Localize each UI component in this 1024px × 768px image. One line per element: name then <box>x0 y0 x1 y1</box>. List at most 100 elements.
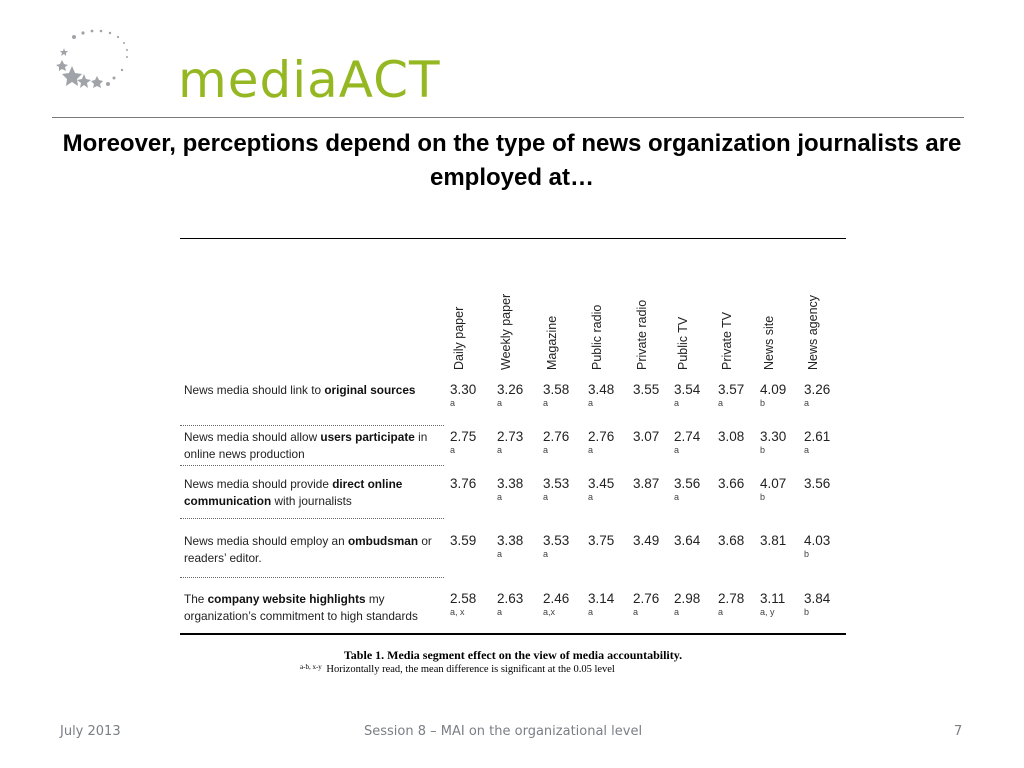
row-separator <box>180 425 444 426</box>
row-label: The company website highlights my organi… <box>184 591 444 625</box>
cell-mean-value: 2.58 <box>450 591 477 606</box>
table-cell: 3.14 a <box>588 591 632 617</box>
column-header: News agency <box>806 238 850 370</box>
row-label-emphasis: users participate <box>320 430 415 444</box>
column-header: Public TV <box>676 238 720 370</box>
cell-mean-value: 3.11 <box>760 591 786 606</box>
table-note: a-b, x-y Horizontally read, the mean dif… <box>300 663 615 675</box>
cell-significance-marker: a <box>450 398 456 408</box>
cell-significance-marker: a <box>588 492 594 502</box>
cell-mean-value: 3.38 <box>497 533 524 548</box>
table-cell: 3.08 <box>718 429 762 445</box>
cell-mean-value: 2.61 <box>804 429 831 444</box>
cell-mean-value: 3.07 <box>633 429 660 444</box>
table-cell: 2.98 a <box>674 591 718 617</box>
cell-mean-value: 3.58 <box>543 382 570 397</box>
cell-mean-value: 3.81 <box>760 533 787 548</box>
table-cell: 3.30 b <box>760 429 804 455</box>
cell-significance-marker: a <box>497 549 503 559</box>
table-top-rule <box>180 238 846 239</box>
table-bottom-rule <box>180 633 846 635</box>
table-cell: 3.58 a <box>543 382 587 408</box>
column-header: Private radio <box>635 238 679 370</box>
table-cell: 3.56 a <box>674 476 718 502</box>
table-caption: Table 1. Media segment effect on the vie… <box>343 648 683 662</box>
table-cell: 3.48 a <box>588 382 632 408</box>
cell-mean-value: 2.75 <box>450 429 477 444</box>
row-label-emphasis: ombudsman <box>347 534 419 548</box>
cell-mean-value: 3.26 <box>804 382 831 397</box>
row-label: News media should allow users participat… <box>184 429 444 463</box>
row-label: News media should employ an ombudsman or… <box>184 533 444 567</box>
column-header-label: Private radio <box>635 299 649 370</box>
footer-date: July 2013 <box>60 724 121 739</box>
column-header-label: News site <box>762 315 776 370</box>
table-cell: 4.03 b <box>804 533 848 559</box>
cell-mean-value: 3.54 <box>674 382 701 397</box>
cell-mean-value: 3.53 <box>543 476 570 491</box>
cell-mean-value: 3.26 <box>497 382 524 397</box>
cell-mean-value: 3.56 <box>674 476 701 491</box>
cell-significance-marker: a <box>543 549 549 559</box>
cell-significance-marker: a <box>633 607 639 617</box>
table-cell: 2.76 a <box>543 429 587 455</box>
table-cell: 2.63 a <box>497 591 541 617</box>
cell-mean-value: 3.45 <box>588 476 615 491</box>
cell-significance-marker: b <box>760 445 766 455</box>
row-label: News media should provide direct online … <box>184 476 444 510</box>
header-divider <box>52 117 964 118</box>
cell-mean-value: 3.48 <box>588 382 615 397</box>
column-header: Private TV <box>720 238 764 370</box>
cell-significance-marker: b <box>760 492 766 502</box>
table-cell: 3.87 <box>633 476 677 492</box>
cell-mean-value: 2.46 <box>543 591 570 606</box>
row-separator <box>180 577 444 578</box>
row-label-text: with journalists <box>271 494 352 508</box>
cell-mean-value: 3.76 <box>450 476 477 491</box>
cell-mean-value: 2.73 <box>497 429 524 444</box>
table-cell: 3.59 <box>450 533 494 549</box>
table-cell: 2.46 a,x <box>543 591 587 617</box>
table-cell: 3.57 a <box>718 382 762 408</box>
table-cell: 3.07 <box>633 429 677 445</box>
cell-mean-value: 3.30 <box>760 429 787 444</box>
cell-significance-marker: a <box>588 445 594 455</box>
column-header-label: Private TV <box>720 311 734 370</box>
cell-significance-marker: a <box>588 607 594 617</box>
table-cell: 3.26 a <box>497 382 541 408</box>
cell-mean-value: 2.63 <box>497 591 524 606</box>
table-cell: 3.75 <box>588 533 632 549</box>
cell-mean-value: 3.55 <box>633 382 660 397</box>
note-text: Horizontally read, the mean difference i… <box>323 664 615 675</box>
row-label-text: News media should allow <box>184 430 321 444</box>
row-label-text: The <box>184 592 208 606</box>
cell-mean-value: 3.84 <box>804 591 831 606</box>
cell-significance-marker: a <box>804 445 810 455</box>
table-cell: 4.09 b <box>760 382 804 408</box>
table-cell: 3.76 <box>450 476 494 492</box>
cell-significance-marker: a <box>543 398 549 408</box>
table-cell: 3.53 a <box>543 476 587 502</box>
cell-significance-marker: a <box>674 492 680 502</box>
table-cell: 2.76 a <box>588 429 632 455</box>
table-cell: 3.64 <box>674 533 718 549</box>
row-label: News media should link to original sourc… <box>184 382 444 399</box>
row-separator <box>180 518 444 519</box>
cell-mean-value: 3.53 <box>543 533 570 548</box>
cell-significance-marker: b <box>804 607 810 617</box>
cell-significance-marker: a, y <box>760 607 775 617</box>
stars-arc-icon <box>56 29 128 88</box>
cell-mean-value: 2.76 <box>588 429 615 444</box>
cell-significance-marker: a <box>543 492 549 502</box>
cell-mean-value: 3.87 <box>633 476 660 491</box>
footer-session: Session 8 – MAI on the organizational le… <box>364 724 643 739</box>
column-header: Public radio <box>590 238 634 370</box>
cell-significance-marker: a <box>674 607 680 617</box>
results-table: Daily paper Weekly paper Magazine Public ra… <box>180 238 848 635</box>
table-cell: 3.56 <box>804 476 848 492</box>
cell-mean-value: 2.78 <box>718 591 745 606</box>
column-header: Weekly paper <box>499 238 543 370</box>
column-header-label: Weekly paper <box>499 293 513 370</box>
cell-mean-value: 3.30 <box>450 382 477 397</box>
cell-significance-marker: a <box>497 398 503 408</box>
